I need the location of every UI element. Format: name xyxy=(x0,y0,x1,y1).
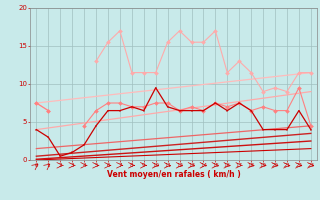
X-axis label: Vent moyen/en rafales ( km/h ): Vent moyen/en rafales ( km/h ) xyxy=(107,170,240,179)
